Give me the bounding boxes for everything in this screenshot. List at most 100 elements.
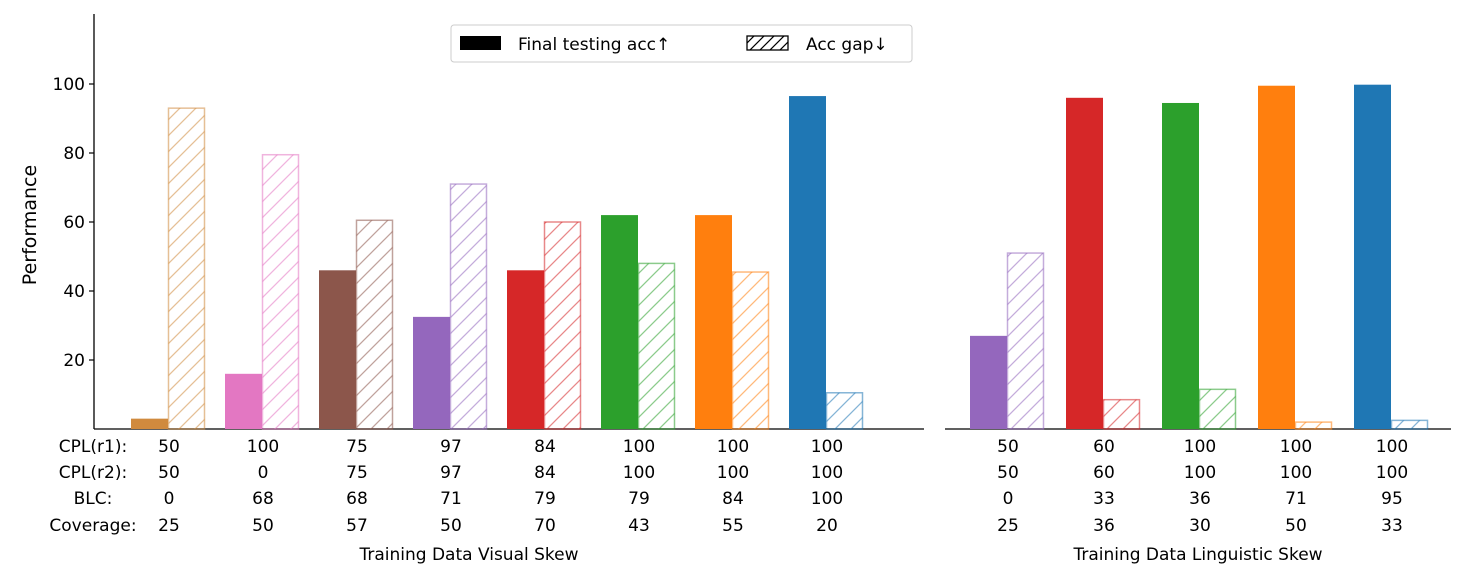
bar-acc-gap: [261, 153, 300, 430]
row-value: 0: [1003, 489, 1014, 509]
row-value: 100: [1184, 437, 1216, 457]
bar-final-testing-acc: [1258, 85, 1295, 429]
row-value: 100: [811, 437, 843, 457]
row-value: 70: [534, 516, 556, 536]
bar-acc-gap: [167, 107, 206, 430]
bar-acc-gap: [825, 392, 864, 430]
row-value: 57: [346, 516, 368, 536]
row-value: 97: [440, 437, 462, 457]
row-value: 50: [997, 463, 1019, 483]
row-value: 50: [440, 516, 462, 536]
bar-final-testing-acc: [131, 418, 168, 429]
row-value: 36: [1093, 516, 1115, 536]
row-value: 100: [1376, 437, 1408, 457]
row-value: 20: [816, 516, 838, 536]
row-value: 79: [628, 489, 650, 509]
row-value: 75: [346, 437, 368, 457]
row-value: 71: [440, 489, 462, 509]
row-value: 71: [1285, 489, 1307, 509]
bar-final-testing-acc: [413, 316, 450, 429]
row-label: BLC:: [74, 489, 113, 509]
row-value: 100: [1280, 437, 1312, 457]
bar-final-testing-acc: [695, 215, 732, 429]
bar-acc-gap: [1102, 398, 1141, 430]
row-value: 100: [811, 463, 843, 483]
row-value: 75: [346, 463, 368, 483]
row-value: 36: [1189, 489, 1211, 509]
row-value: 100: [623, 463, 655, 483]
bar-final-testing-acc: [1066, 97, 1103, 430]
bar-acc-gap: [637, 262, 676, 430]
row-value: 33: [1381, 516, 1403, 536]
row-value: 25: [997, 516, 1019, 536]
row-value: 97: [440, 463, 462, 483]
y-axis-ticks: 20 40 60 80 100: [53, 75, 94, 371]
bar-final-testing-acc: [789, 96, 826, 429]
row-value: 68: [252, 489, 274, 509]
bar-acc-gap: [1006, 252, 1045, 430]
row-value: 30: [1189, 516, 1211, 536]
row-value: 95: [1381, 489, 1403, 509]
right-panel-x-label: Training Data Linguistic Skew: [1072, 545, 1322, 565]
bar-acc-gap: [449, 183, 488, 430]
bar-final-testing-acc: [1162, 102, 1199, 429]
row-value: 60: [1093, 437, 1115, 457]
row-value: 100: [717, 437, 749, 457]
row-value: 100: [1376, 463, 1408, 483]
bar-acc-gap: [1198, 388, 1237, 430]
legend-swatch-solid: [460, 36, 501, 50]
row-value: 84: [722, 489, 744, 509]
bar-acc-gap: [355, 219, 394, 430]
row-value: 79: [534, 489, 556, 509]
row-value: 100: [623, 437, 655, 457]
row-label: CPL(r1):: [59, 437, 127, 457]
row-value: 0: [164, 489, 175, 509]
row-value: 100: [1184, 463, 1216, 483]
row-value: 100: [1280, 463, 1312, 483]
y-tick-label: 100: [53, 75, 85, 95]
bar-final-testing-acc: [507, 270, 544, 429]
row-value: 50: [158, 463, 180, 483]
row-label: Coverage:: [49, 516, 136, 536]
row-value: 50: [158, 437, 180, 457]
y-tick-label: 60: [63, 213, 85, 233]
row-value: 50: [1285, 516, 1307, 536]
row-value: 50: [252, 516, 274, 536]
left-panel-x-label: Training Data Visual Skew: [358, 545, 578, 565]
legend-swatch-hatched: [746, 35, 789, 51]
row-value: 50: [997, 437, 1019, 457]
row-value: 100: [811, 489, 843, 509]
legend-label-gap: Acc gap↓: [806, 35, 888, 55]
row-value: 84: [534, 463, 556, 483]
bar-acc-gap: [1294, 421, 1333, 430]
y-tick-label: 80: [63, 144, 85, 164]
bar-final-testing-acc: [1354, 84, 1391, 429]
row-value: 43: [628, 516, 650, 536]
bar-acc-gap: [731, 271, 770, 430]
row-value-table: 50 50 0 25 100 0 68 50 75 75 68 57 97 97 71 50 84 84 79 70 1…: [49, 437, 1408, 536]
row-value: 100: [247, 437, 279, 457]
y-tick-label: 40: [63, 282, 85, 302]
bar-final-testing-acc: [601, 215, 638, 429]
row-value: 84: [534, 437, 556, 457]
y-axis-label: Performance: [19, 165, 41, 285]
bar-acc-gap: [543, 221, 582, 430]
row-value: 68: [346, 489, 368, 509]
legend: Final testing acc↑ Acc gap↓: [450, 24, 913, 63]
bar-final-testing-acc: [319, 270, 356, 429]
row-value: 100: [717, 463, 749, 483]
legend-label-acc: Final testing acc↑: [518, 35, 670, 55]
row-value: 0: [258, 463, 269, 483]
bar-final-testing-acc: [970, 335, 1007, 429]
y-tick-label: 20: [63, 351, 85, 371]
row-value: 25: [158, 516, 180, 536]
row-value: 55: [722, 516, 744, 536]
bar-acc-gap: [1390, 419, 1429, 430]
row-value: 33: [1093, 489, 1115, 509]
legend-frame: [450, 24, 913, 63]
bars: [131, 84, 1429, 430]
bar-final-testing-acc: [225, 373, 262, 429]
row-label: CPL(r2):: [59, 463, 127, 483]
row-value: 60: [1093, 463, 1115, 483]
